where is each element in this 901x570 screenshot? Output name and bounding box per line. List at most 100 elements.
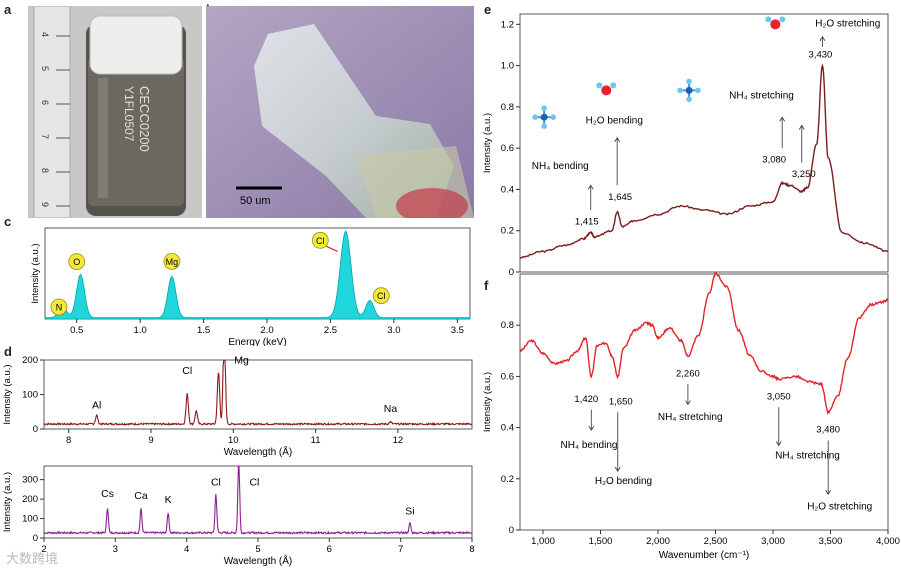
ammonium-molecule-icon-atom xyxy=(695,87,701,94)
raman-h2o-bending-label: H₂O bending xyxy=(586,115,643,126)
ftir-nh4-stretching-label-1: NH₄ stretching xyxy=(658,412,723,423)
ruler-tick-label: 4 xyxy=(40,32,50,37)
raman-peak-value: 3,080 xyxy=(762,155,786,166)
eds-peak-label: Cl xyxy=(316,236,325,246)
xrf-top-peak-label: Na xyxy=(384,403,398,415)
water-molecule-icon-atom xyxy=(765,16,772,23)
ammonium-molecule-icon-atom xyxy=(541,123,547,129)
water-molecule-icon-atom xyxy=(596,82,603,89)
ammonium-molecule-icon-atom xyxy=(540,113,548,121)
panel-label-c: c xyxy=(4,214,12,229)
xrf-top-x-tick-label: 11 xyxy=(311,435,321,446)
ftir-peak-value: 3,050 xyxy=(767,391,791,402)
xrf-top-y-tick-label: 100 xyxy=(22,390,38,401)
eds-peak-marker xyxy=(163,253,181,270)
xrf-bottom-y-tick-label: 200 xyxy=(22,494,38,505)
ammonium-molecule-icon-atom xyxy=(541,105,547,111)
ruler-tick-label: 7 xyxy=(40,134,50,139)
ftir-x-tick-label: 1,000 xyxy=(531,536,555,547)
ftir-y-tick-label: 0.6 xyxy=(501,371,514,382)
xrf-bottom-y-tick-label: 0 xyxy=(33,533,38,544)
xrf-top-frame xyxy=(43,359,473,430)
ftir-x-tick-label: 2,000 xyxy=(646,536,670,547)
raman-arrow-head xyxy=(779,116,786,122)
watermark-logo: 大数跨境 xyxy=(6,551,59,566)
eds-x-tick-label: 2.0 xyxy=(260,325,273,336)
raman-nh4-stretching-label: NH₄ stretching xyxy=(729,91,794,102)
raman-line xyxy=(519,63,889,259)
vial-label-line2: Y1FL0507 xyxy=(122,86,136,142)
ftir-y-tick-label: 0 xyxy=(509,525,514,536)
xrf-bottom-x-tick-label: 2 xyxy=(41,544,46,555)
xrf-top-peak-label: Cl xyxy=(182,365,192,377)
ruler-tick-label: 5 xyxy=(40,66,50,71)
raman-y-tick-label: 0.4 xyxy=(501,184,514,195)
xrf-bottom-x-tick-label: 5 xyxy=(255,544,260,555)
ruler-tick-label: 8 xyxy=(40,168,50,173)
crystal-micrograph-drawing: 50 um xyxy=(206,6,474,218)
panel-label-f: f xyxy=(484,278,489,293)
xrf-bottom-x-tick-label: 3 xyxy=(113,544,118,555)
raman-peak-value: 3,250 xyxy=(792,169,816,180)
raman-frame xyxy=(519,13,889,273)
xrf-bottom-line xyxy=(43,465,472,535)
xrf-bottom-x-tick-label: 8 xyxy=(469,544,474,555)
water-molecule-icon-atom xyxy=(601,85,612,96)
xrf-bottom-peak-label: Cl xyxy=(249,476,259,488)
xrf-top-x-tick-label: 10 xyxy=(228,435,239,446)
xrf-top-x-tick-label: 12 xyxy=(393,435,404,446)
ftir-arrow-head xyxy=(614,466,621,472)
eds-x-tick-label: 1.5 xyxy=(197,325,210,336)
ftir-peak-value: 2,260 xyxy=(676,368,700,379)
ruler-tick-label: 6 xyxy=(40,100,50,105)
eds-x-tick-label: 3.0 xyxy=(387,325,400,336)
eds-peak-marker xyxy=(68,253,86,271)
ftir-nh4-stretching-label-2: NH₄ stretching xyxy=(775,450,840,461)
eds-spectrum-area xyxy=(44,230,471,320)
ftir-x-axis-label: Wavenumber (cm⁻¹) xyxy=(659,550,749,561)
ftir-y-axis-label: Intensity (a.u.) xyxy=(482,372,493,432)
raman-nh4-bending-label: NH₄ bending xyxy=(532,161,589,172)
ftir-y-tick-label: 0.2 xyxy=(501,474,514,485)
ammonium-molecule-icon-atom xyxy=(686,96,692,103)
ftir-arrow-head xyxy=(588,425,595,432)
ftir-arrow-head xyxy=(775,441,782,447)
eds-x-axis-label: Energy (keV) xyxy=(228,337,286,346)
panel-label-e: e xyxy=(484,2,492,17)
raman-y-tick-label: 0 xyxy=(509,267,514,278)
ammonium-molecule-icon-atom xyxy=(685,86,693,94)
vial-label-line1: CECC0200 xyxy=(137,86,152,152)
xrf-top-line xyxy=(43,359,473,427)
xrf-bottom-peak-label: K xyxy=(165,494,172,506)
eds-y-axis-label: Intensity (a.u.) xyxy=(30,243,41,303)
xrf-top-peak-label: Al xyxy=(92,399,101,411)
xrf-bottom-y-tick-label: 300 xyxy=(22,475,38,486)
water-molecule-icon-atom xyxy=(779,16,786,23)
ammonium-molecule-icon-atom xyxy=(686,78,692,85)
xrf-top-x-tick-label: 9 xyxy=(148,435,153,446)
raman-peak-value: 3,430 xyxy=(809,49,833,60)
xrf-top-y-tick-label: 200 xyxy=(22,355,38,366)
xrf-bottom-y-axis-label: Intensity (a.u.) xyxy=(2,472,13,532)
panel-label-d: d xyxy=(4,344,12,359)
ftir-x-tick-label: 4,000 xyxy=(876,536,900,547)
xrf-bottom-x-tick-label: 7 xyxy=(398,544,403,555)
xrf-bottom-x-tick-label: 6 xyxy=(327,544,332,555)
xrf-top-y-tick-label: 0 xyxy=(33,424,38,435)
eds-x-tick-label: 3.5 xyxy=(451,325,464,336)
xrf-bottom-peak-label: Cl xyxy=(211,476,221,488)
ftir-spectrum-chart: 0 0.2 0.4 0.6 0.8 1,000 1,500 2,000 2,500 3,000 3,… xyxy=(482,272,900,561)
ammonium-molecule-icon-atom xyxy=(550,114,556,120)
raman-peak-value: 1,645 xyxy=(608,192,632,203)
ammonium-molecule-icon-atom xyxy=(532,114,538,120)
raman-h2o-stretching-label: H₂O stretching xyxy=(815,18,880,29)
eds-peak-marker xyxy=(372,287,390,305)
eds-peak-label: N xyxy=(56,303,63,313)
ftir-h2o-stretching-label: H₂O stretching xyxy=(807,502,872,513)
raman-spectrum-chart: 0 0.2 0.4 0.6 0.8 1.0 1.2 Intensity (a.u.) 1,415… xyxy=(482,13,889,278)
xrf-bottom-x-tick-label: 4 xyxy=(184,544,189,555)
raman-y-axis-label: Intensity (a.u.) xyxy=(482,113,493,173)
ftir-peak-value: 1,420 xyxy=(574,394,598,405)
raman-y-tick-label: 0.6 xyxy=(501,143,514,154)
ftir-peak-value: 3,480 xyxy=(816,425,840,436)
